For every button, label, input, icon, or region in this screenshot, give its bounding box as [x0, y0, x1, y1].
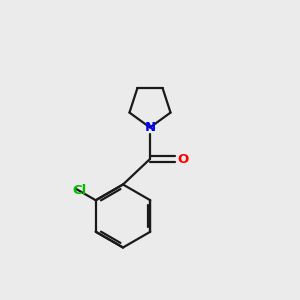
Text: Cl: Cl [73, 184, 87, 197]
Text: O: O [177, 152, 189, 166]
Text: N: N [144, 121, 156, 134]
